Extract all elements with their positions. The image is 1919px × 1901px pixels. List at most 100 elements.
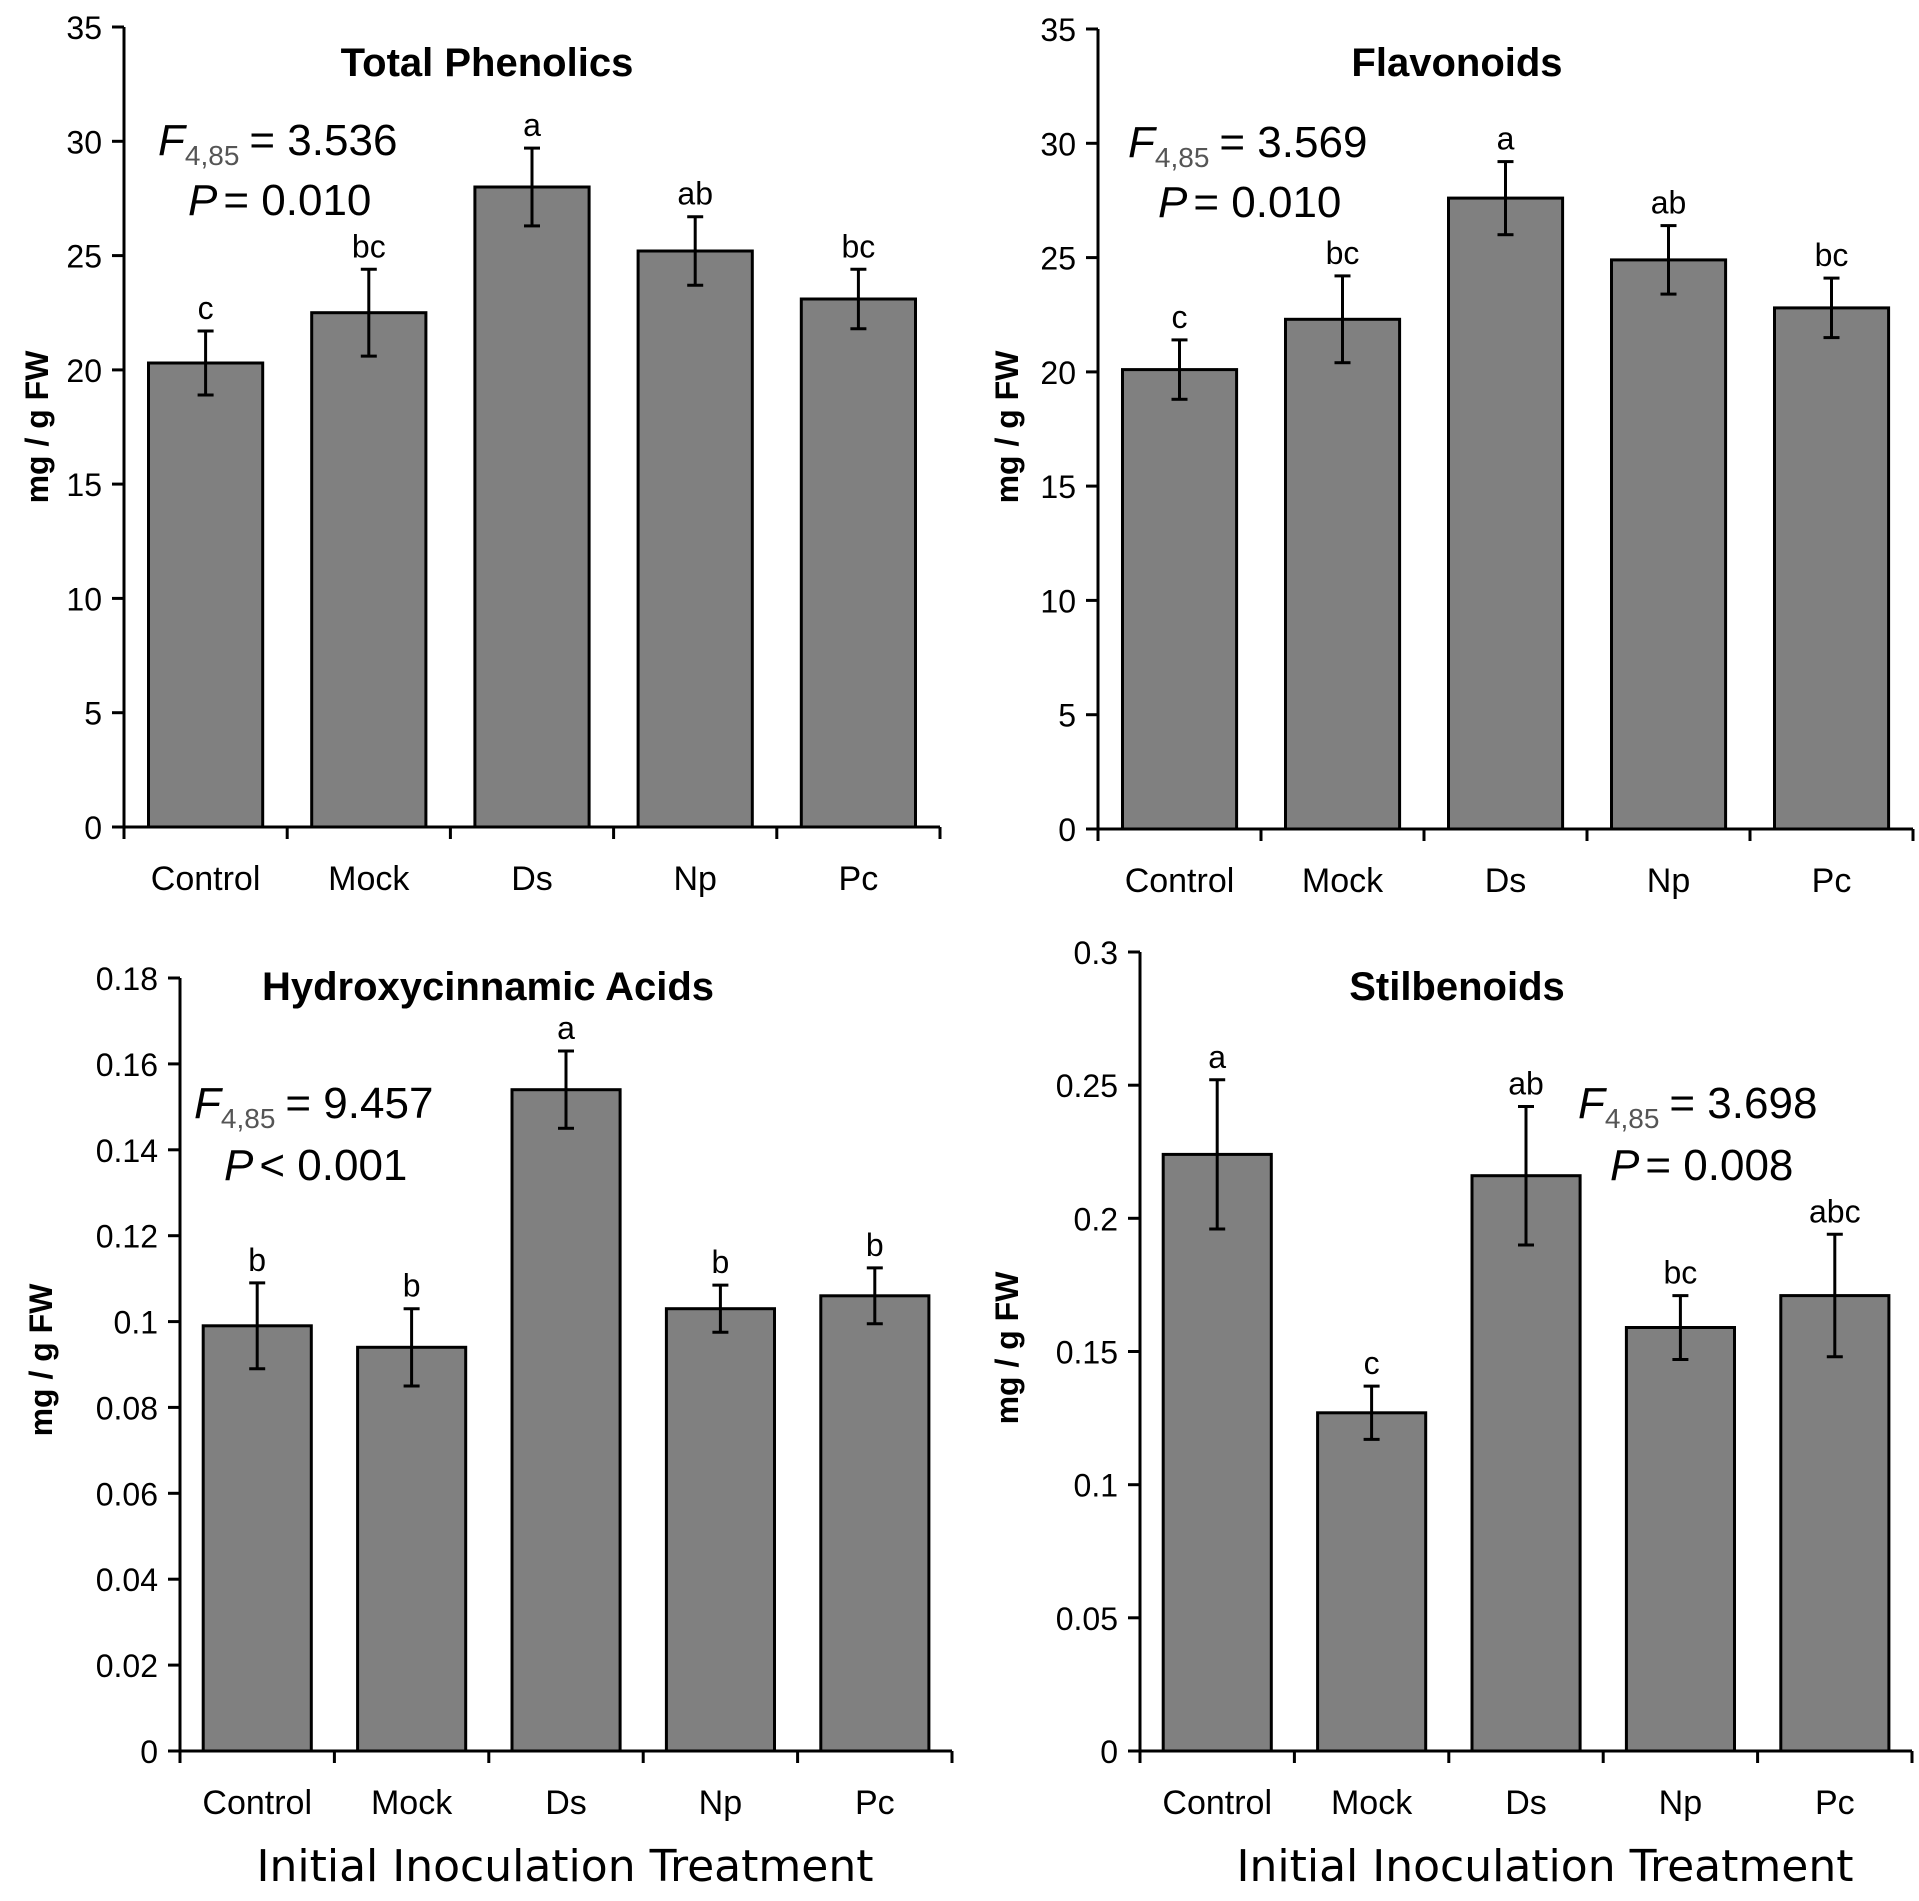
y-tick-label: 0.25	[1056, 1068, 1118, 1104]
y-tick-label: 0.02	[96, 1648, 158, 1684]
error-bar-control	[197, 329, 214, 397]
bar-mock	[310, 311, 428, 829]
p-statistic: P = 0.010	[1158, 178, 1341, 227]
x-axis-title: Initial Inoculation Treatment	[257, 1841, 874, 1892]
y-axis-label: mg / g FW	[19, 350, 55, 504]
bar-control	[201, 1324, 313, 1753]
error-bar-mock	[403, 1307, 420, 1388]
p-value: < 0.001	[259, 1141, 407, 1190]
error-bar-mock	[360, 267, 377, 358]
error-bar-mock	[1363, 1384, 1380, 1441]
significance-letter: c	[198, 290, 214, 326]
bar-control	[147, 361, 265, 829]
y-tick-label: 0.2	[1074, 1201, 1118, 1237]
p-symbol: P	[188, 176, 218, 225]
x-tick-label: Mock	[371, 1784, 453, 1822]
bar-pc	[799, 297, 917, 829]
significance-letter: a	[523, 107, 541, 143]
f-subscript: 4,85	[1155, 142, 1210, 173]
y-tick-label: 0	[84, 810, 102, 846]
bar-ds	[473, 185, 591, 829]
chart-hydroxycinnamic-acids: Hydroxycinnamic Acids mg / g FW F4,85 = 9…	[23, 961, 954, 1892]
f-symbol: F	[1128, 118, 1157, 167]
significance-letter: bc	[1815, 237, 1849, 273]
y-tick-label: 10	[1040, 583, 1076, 619]
x-tick-label: Control	[1162, 1784, 1272, 1822]
y-tick-label: 35	[1040, 12, 1076, 48]
p-statistic: P < 0.001	[224, 1141, 407, 1190]
x-tick-label: Np	[699, 1784, 742, 1822]
p-statistic: P = 0.008	[1610, 1141, 1793, 1190]
p-value: = 0.010	[1193, 178, 1341, 227]
y-tick-label: 0.08	[96, 1390, 158, 1426]
y-tick-label: 0.15	[1056, 1335, 1118, 1371]
y-tick-label: 15	[1040, 469, 1076, 505]
y-tick-label: 15	[66, 467, 102, 503]
significance-letter: a	[557, 1010, 575, 1046]
f-value: = 3.569	[1219, 118, 1367, 167]
error-bar-ds	[558, 1049, 574, 1130]
error-bar-mock	[1334, 274, 1351, 365]
significance-letter: b	[248, 1242, 266, 1278]
chart-stilbenoids: Stilbenoids mg / g FW F4,85 = 3.698 P = 0.…	[989, 935, 1914, 1892]
x-tick-label: Ds	[1505, 1784, 1547, 1822]
error-bar-control	[1209, 1078, 1226, 1231]
x-tick-label: Pc	[839, 860, 879, 898]
error-bar-np	[712, 1283, 729, 1334]
y-tick-label: 10	[66, 581, 102, 617]
y-tick-label: 5	[84, 696, 102, 732]
error-bar-pc	[866, 1266, 883, 1326]
bar-np	[1624, 1326, 1737, 1753]
y-axis-label: mg / g FW	[989, 1271, 1025, 1425]
x-tick-label: Mock	[1331, 1784, 1413, 1822]
y-tick-label: 0.12	[96, 1219, 158, 1255]
significance-letter: ab	[1651, 185, 1687, 221]
f-subscript: 4,85	[221, 1103, 276, 1134]
y-tick-label: 0	[140, 1734, 158, 1770]
significance-letter: bc	[1326, 235, 1360, 271]
chart-title: Total Phenolics	[341, 41, 634, 85]
y-tick-label: 0.18	[96, 961, 158, 997]
x-tick-label: Control	[151, 860, 261, 898]
bar-np	[1610, 258, 1728, 831]
x-tick-label: Mock	[328, 860, 410, 898]
f-symbol: F	[194, 1079, 223, 1128]
y-tick-label: 0.06	[96, 1476, 158, 1512]
significance-letter: a	[1208, 1039, 1226, 1075]
y-axis-label: mg / g FW	[23, 1283, 59, 1437]
error-bar-control	[249, 1281, 266, 1371]
error-bar-pc	[1826, 1232, 1843, 1359]
x-tick-label: Pc	[1815, 1784, 1855, 1822]
bar-pc	[819, 1294, 931, 1753]
error-bar-pc	[1823, 276, 1840, 340]
bar-mock	[1316, 1411, 1428, 1753]
significance-letter: bc	[1664, 1255, 1698, 1291]
error-bar-control	[1171, 338, 1188, 401]
significance-letter: b	[712, 1244, 730, 1280]
bar-control	[1121, 368, 1239, 831]
x-tick-label: Pc	[855, 1784, 895, 1822]
y-tick-label: 35	[66, 10, 102, 46]
y-tick-label: 0.3	[1074, 935, 1118, 971]
y-tick-label: 25	[66, 239, 102, 275]
bar-np	[636, 249, 754, 829]
bar-mock	[1284, 317, 1402, 831]
p-value: = 0.010	[223, 176, 371, 225]
bar-pc	[1773, 306, 1891, 831]
bar-np	[664, 1307, 777, 1753]
x-tick-label: Np	[1659, 1784, 1702, 1822]
y-tick-label: 20	[1040, 355, 1076, 391]
f-statistic: F4,85 = 3.569	[1128, 118, 1367, 173]
chart-total-phenolics: Total Phenolics mg / g FW F4,85 = 3.536 P…	[19, 10, 942, 898]
x-tick-label: Np	[673, 860, 716, 898]
x-tick-label: Ds	[1485, 862, 1527, 900]
chart-title: Stilbenoids	[1349, 965, 1565, 1009]
y-tick-label: 0.1	[114, 1305, 158, 1341]
x-tick-label: Ds	[545, 1784, 587, 1822]
p-value: = 0.008	[1645, 1141, 1793, 1190]
y-tick-label: 20	[66, 353, 102, 389]
f-value: = 3.698	[1669, 1079, 1817, 1128]
significance-letter: bc	[352, 228, 386, 264]
f-value: = 9.457	[285, 1079, 433, 1128]
f-subscript: 4,85	[185, 140, 240, 171]
